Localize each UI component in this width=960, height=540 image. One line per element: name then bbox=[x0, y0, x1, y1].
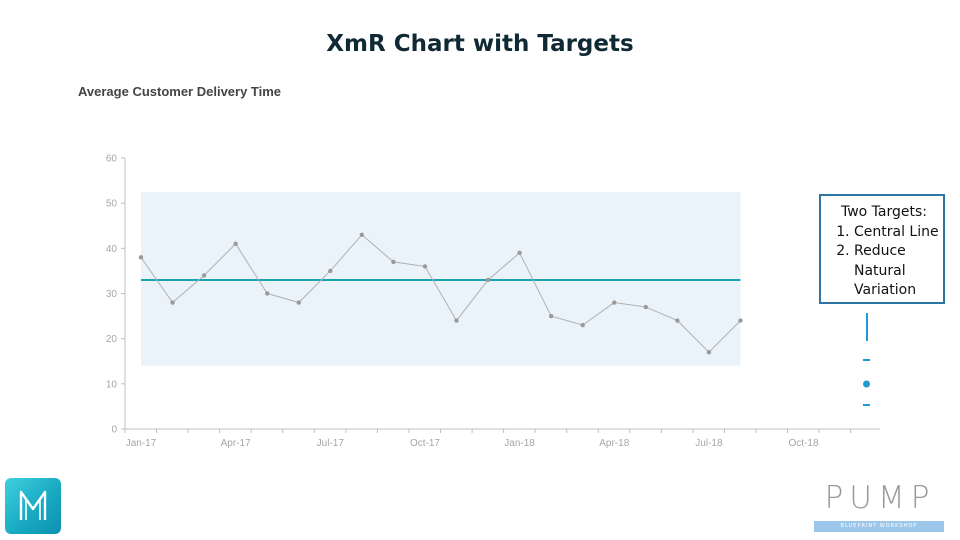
data-point bbox=[517, 250, 522, 256]
y-tick-label: 50 bbox=[106, 199, 118, 210]
y-tick-label: 40 bbox=[106, 244, 118, 255]
y-tick-label: 0 bbox=[111, 425, 117, 436]
m-glyph-icon bbox=[19, 490, 47, 520]
data-point bbox=[548, 313, 554, 319]
data-point bbox=[233, 241, 238, 247]
data-point bbox=[706, 350, 712, 355]
x-tick-label: Jul-17 bbox=[317, 438, 345, 449]
x-tick-label: Apr-18 bbox=[599, 438, 629, 449]
pump-logo: PUMP BLUEPRINT WORKSHOP bbox=[812, 482, 948, 534]
data-point bbox=[485, 277, 491, 283]
targets-callout: Two Targets: Central Line Reduce Natural… bbox=[819, 194, 945, 304]
data-point bbox=[422, 264, 428, 269]
x-tick-label: Jul-18 bbox=[695, 438, 723, 449]
x-tick-label: Oct-17 bbox=[410, 438, 440, 449]
slide-title: XmR Chart with Targets bbox=[326, 31, 634, 57]
data-point bbox=[201, 273, 207, 278]
y-tick-label: 10 bbox=[106, 379, 118, 390]
pump-wordmark: PUMP bbox=[824, 480, 936, 516]
natural-process-limits-band bbox=[141, 191, 741, 366]
pump-subtitle: BLUEPRINT WORKSHOP bbox=[814, 521, 944, 532]
x-tick-label: Jan-17 bbox=[126, 438, 157, 449]
data-point bbox=[170, 300, 175, 305]
data-point bbox=[675, 318, 680, 323]
m-letter-logo-icon bbox=[5, 478, 61, 534]
y-tick-label: 30 bbox=[106, 289, 118, 300]
data-point bbox=[359, 232, 365, 237]
data-point bbox=[138, 255, 144, 260]
target-item-reduce-variation: Reduce Natural Variation bbox=[854, 242, 939, 301]
chart-title: Average Customer Delivery Time bbox=[78, 84, 282, 99]
target-center-dot bbox=[863, 380, 870, 388]
data-point bbox=[612, 300, 617, 305]
data-point bbox=[296, 300, 301, 305]
data-point bbox=[265, 291, 270, 296]
callout-heading: Two Targets: bbox=[840, 204, 928, 220]
y-tick-label: 20 bbox=[106, 334, 118, 345]
data-point bbox=[391, 259, 396, 265]
data-point bbox=[738, 318, 743, 323]
data-point bbox=[328, 268, 333, 274]
series-line bbox=[140, 234, 741, 353]
x-tick-label: Jan-18 bbox=[504, 438, 535, 449]
targets-list: Central Line Reduce Natural Variation bbox=[829, 223, 939, 301]
data-point bbox=[580, 322, 585, 328]
x-tick-label: Oct-18 bbox=[789, 438, 819, 449]
y-tick-label: 60 bbox=[106, 154, 118, 165]
x-tick-label: Apr-17 bbox=[221, 438, 251, 449]
target-item-central-line: Central Line bbox=[854, 223, 939, 243]
data-point bbox=[643, 304, 648, 310]
data-point bbox=[454, 318, 459, 323]
